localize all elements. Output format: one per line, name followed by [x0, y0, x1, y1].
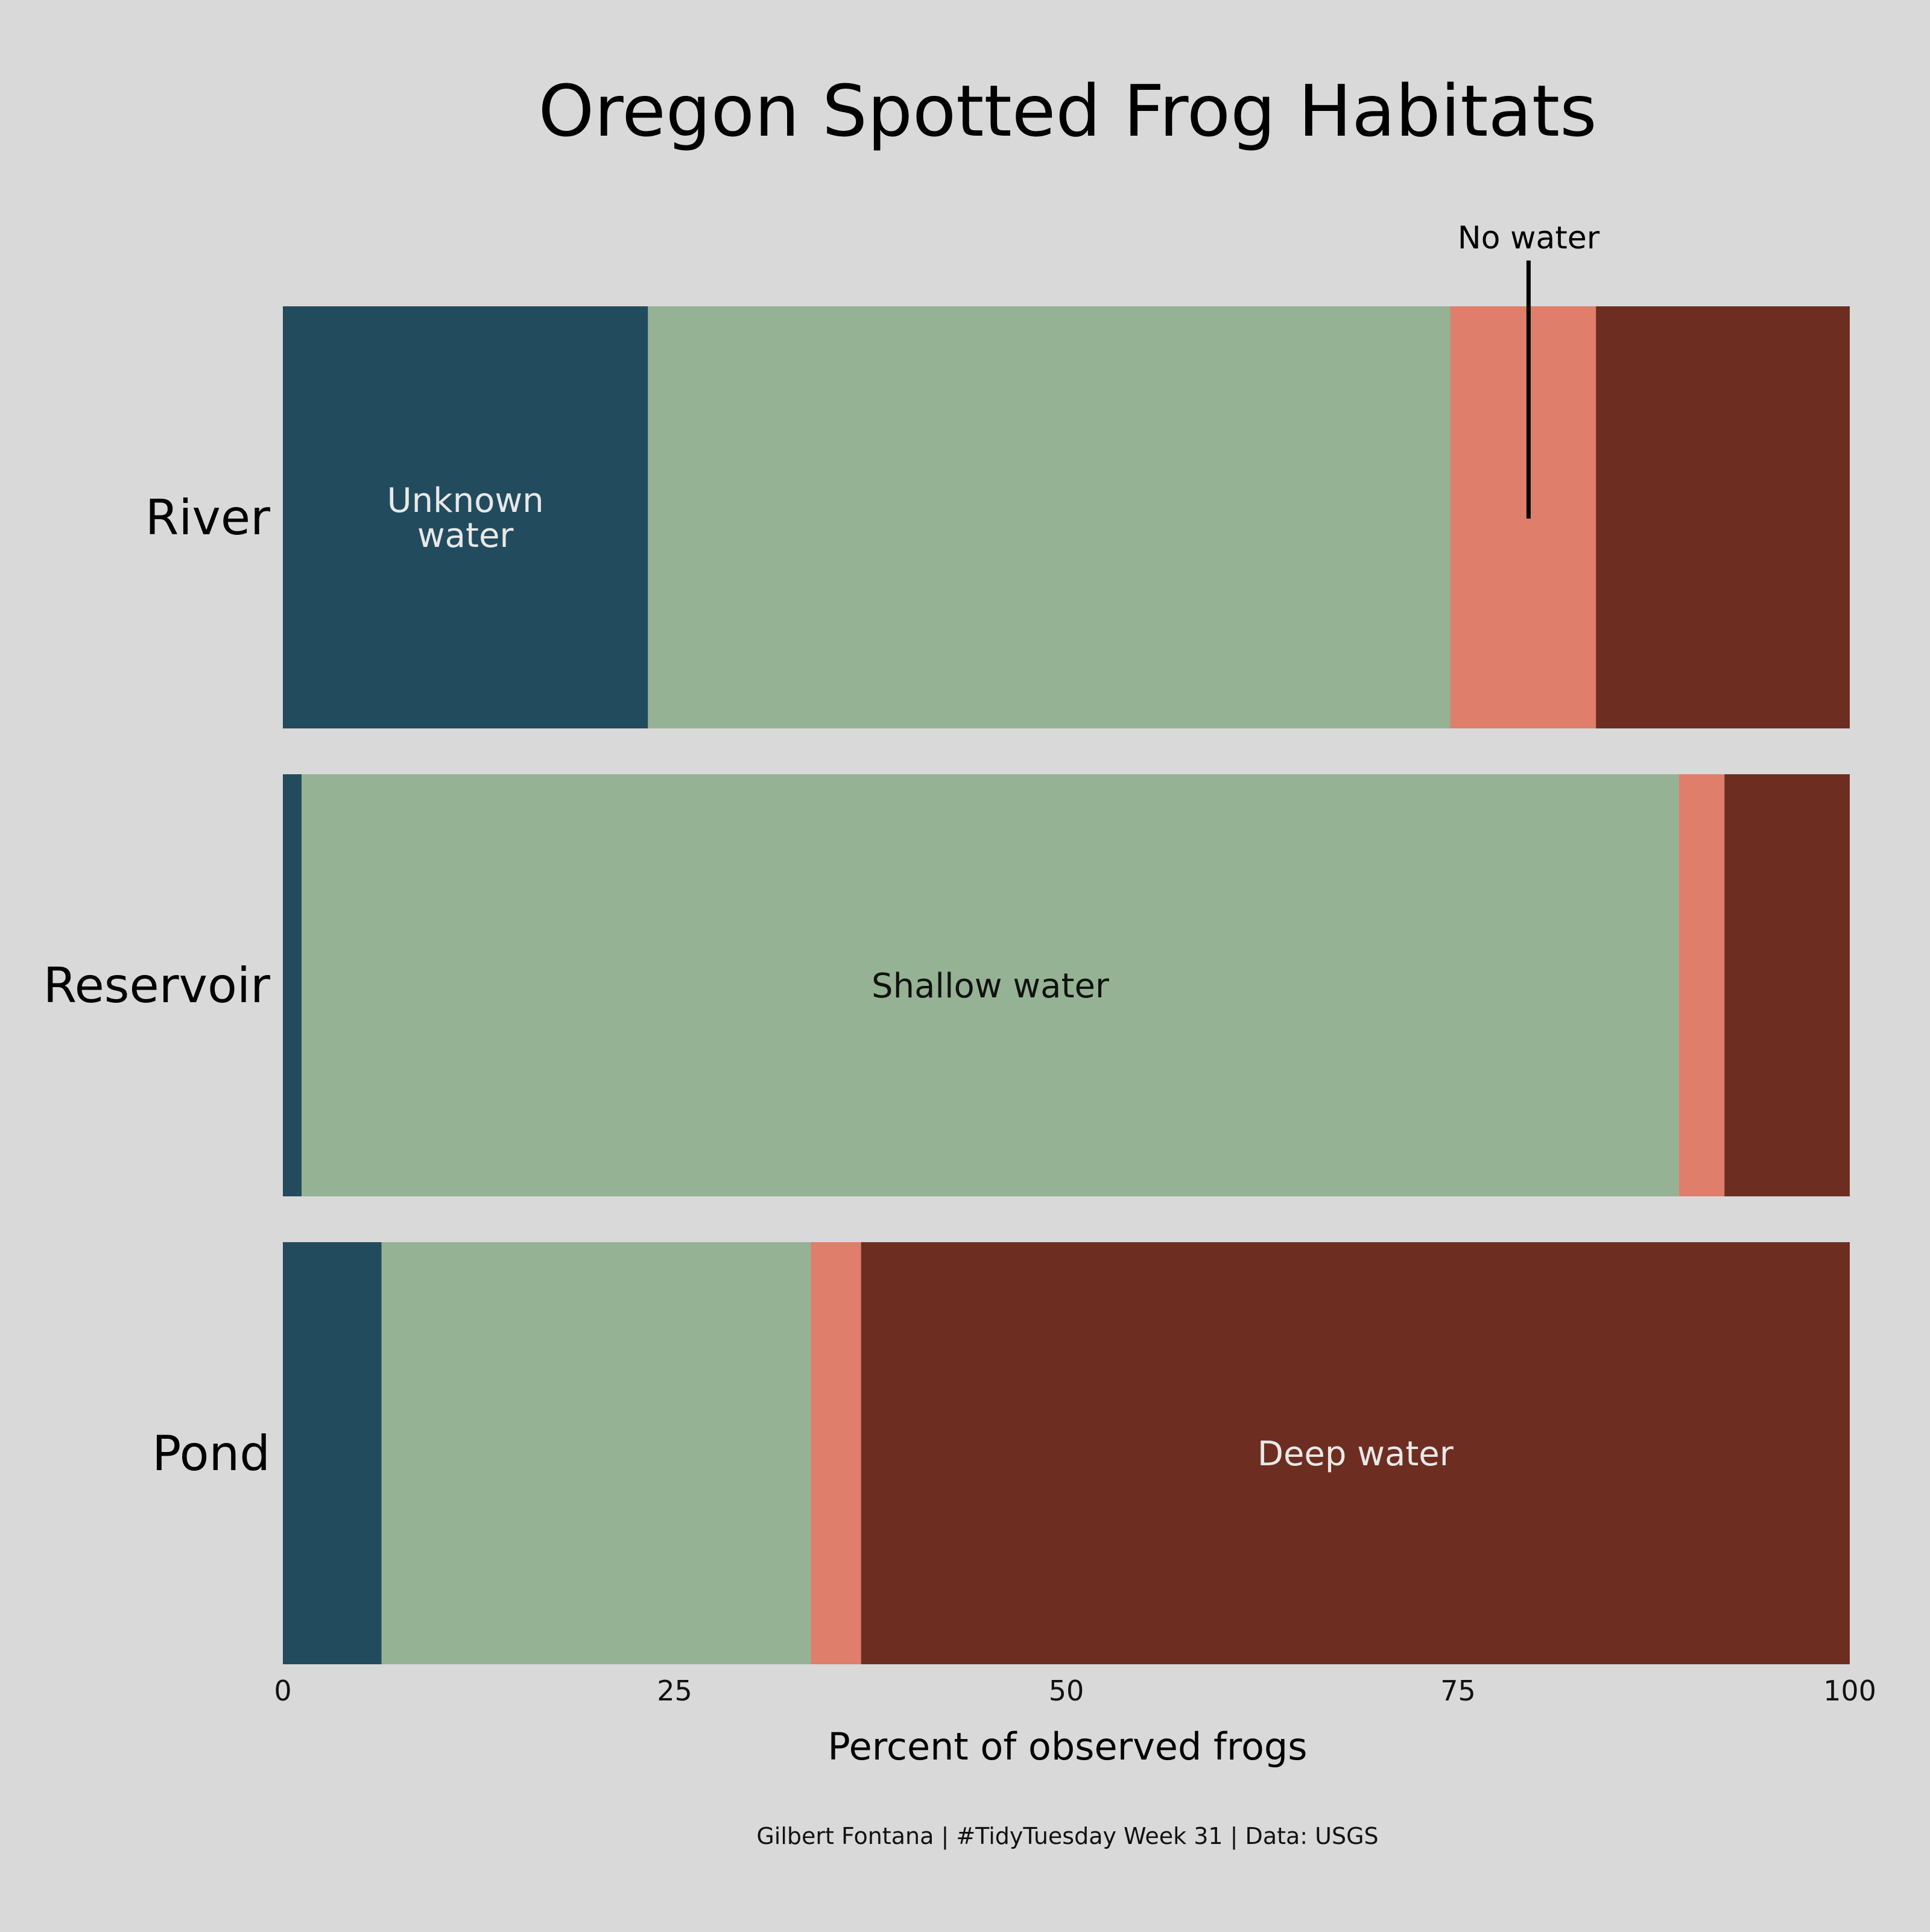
bar-annotation-shallow-water: Shallow water — [872, 967, 1110, 1006]
x-axis-tick-layer: 0 25 50 75 100 — [274, 1675, 1876, 1707]
category-label-river: River — [145, 490, 270, 546]
bar-segment-river-shallow-water — [648, 306, 1451, 728]
category-label-reservoir: Reservoir — [43, 958, 271, 1014]
bar-segment-river-no-water — [1450, 306, 1596, 728]
bar-segment-pond-no-water — [811, 1242, 861, 1664]
bar-segment-pond-shallow-water — [381, 1242, 811, 1664]
annotation-label-no-water: No water — [1458, 220, 1600, 256]
bar-segment-pond-unknown-water — [283, 1242, 382, 1664]
bar-segment-reservoir-deep-water — [1724, 774, 1850, 1196]
x-tick-label-100: 100 — [1823, 1675, 1876, 1707]
x-tick-label-25: 25 — [657, 1675, 692, 1707]
bars-layer — [283, 306, 1850, 1664]
bar-annotation-unknown-water: Unknown water — [387, 481, 544, 555]
category-label-pond: Pond — [152, 1425, 270, 1482]
bar-annotation-deep-water: Deep water — [1258, 1435, 1454, 1474]
chart-caption: Gilbert Fontana | #TidyTuesday Week 31 |… — [756, 1823, 1378, 1850]
bar-segment-pond-deep-water — [861, 1242, 1850, 1664]
x-tick-label-50: 50 — [1049, 1675, 1084, 1707]
chart-title: Oregon Spotted Frog Habitats — [538, 69, 1596, 153]
bar-segment-reservoir-unknown-water — [283, 774, 302, 1196]
bar-segment-river-unknown-water — [283, 306, 648, 728]
bar-annotation-line: water — [417, 516, 514, 555]
x-axis-title: Percent of observed frogs — [827, 1725, 1307, 1769]
x-tick-label-0: 0 — [274, 1675, 291, 1707]
annotation-layer: Unknown water Shallow water Deep water No wa… — [387, 220, 1600, 1474]
x-tick-label-75: 75 — [1440, 1675, 1476, 1707]
bar-annotation-line: Shallow water — [872, 967, 1110, 1006]
category-label-layer: River Reservoir Pond — [43, 490, 271, 1482]
bar-annotation-line: Unknown — [387, 481, 544, 520]
bar-segment-river-deep-water — [1596, 306, 1850, 728]
bar-segment-reservoir-no-water — [1678, 774, 1725, 1196]
bar-segment-reservoir-shallow-water — [302, 774, 1679, 1196]
bar-annotation-line: Deep water — [1258, 1435, 1454, 1474]
